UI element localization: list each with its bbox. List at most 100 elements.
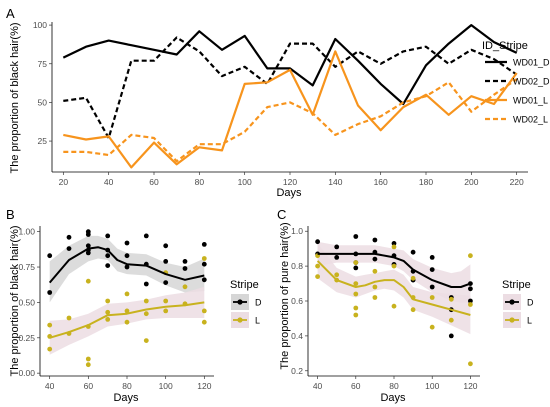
panel-b-y-tick-label: 1.00 — [18, 227, 35, 237]
panel-c-point-d — [429, 267, 435, 272]
panel-c-legend-label: D — [527, 298, 534, 308]
panel-b-point-l — [85, 356, 91, 362]
panel-c-point-l — [468, 302, 473, 307]
panel-c-point-l — [468, 361, 473, 367]
panel-b-point-d — [105, 233, 111, 239]
panel-a-line-wd02-d — [63, 36, 518, 140]
panel-b-point-d — [105, 263, 111, 268]
panel-b-point-d — [66, 246, 72, 252]
panel-c-x-tick-label: 80 — [389, 381, 399, 391]
panel-c-x-tick-label: 100 — [425, 381, 439, 391]
panel-b-point-d — [47, 253, 53, 259]
panel-b-point-d — [201, 277, 207, 283]
panel-c-points-and-fits — [315, 234, 473, 367]
panel-b-x-tick-label: 40 — [45, 381, 55, 391]
panel-a-x-tick-label: 60 — [149, 177, 159, 187]
panel-b-point-l — [163, 308, 169, 314]
panel-c-point-d — [468, 298, 473, 304]
panel-c-point-l — [391, 263, 397, 269]
panel-b-point-l — [143, 311, 149, 317]
panel-c-point-l — [315, 263, 320, 269]
panel-c-point-d — [334, 244, 340, 250]
panel-c-letter: C — [277, 207, 286, 222]
panel-b: B The proportion of black hair(%) Days 4… — [6, 207, 262, 404]
panel-a-x-tick-label: 40 — [104, 177, 114, 187]
panel-c-y-tick-label: 1.0 — [291, 226, 303, 236]
panel-a-y-tick-label: 50 — [38, 97, 48, 107]
panel-b-point-l — [124, 308, 130, 314]
panel-c-point-l — [391, 303, 397, 309]
panel-c-y-tick-label: 0.8 — [291, 261, 303, 271]
panel-a-y-tick-label: 75 — [38, 59, 48, 69]
panel-b-point-l — [105, 309, 111, 315]
panel-b-point-d — [85, 243, 91, 249]
panel-b-point-d — [182, 259, 188, 264]
panel-c-point-l — [410, 307, 416, 313]
panel-a-legend-label: WD02_D — [513, 77, 550, 87]
panel-a-line-wd01-l — [63, 50, 518, 169]
panel-b-y-tick-label: 0.25 — [18, 333, 35, 343]
panel-a-legend-items: WD01_D WD02_D WD01_L WD02_L — [485, 58, 550, 125]
panel-a-line-wd01-d — [62, 24, 518, 106]
panel-b-point-d — [163, 280, 169, 285]
panel-c-point-d — [410, 249, 416, 255]
panel-b-point-d — [143, 281, 149, 287]
panel-c-point-l — [353, 291, 359, 297]
panel-b-axes: 40 60 80 100 120 0.00 0.25 0.50 0.75 1.00 — [18, 226, 214, 391]
panel-b-point-d — [163, 259, 169, 264]
panel-b-point-l — [124, 291, 130, 297]
panel-a-y-tick-label: 25 — [38, 136, 48, 146]
panel-c-point-l — [372, 268, 378, 274]
panel-c-point-l — [468, 253, 473, 259]
panel-a-y-tick-label: 100 — [33, 20, 47, 30]
panel-a-x-tick-label: 120 — [283, 177, 297, 187]
panel-b-y-tick-label: 0.75 — [18, 262, 35, 272]
panel-b-point-l — [143, 338, 149, 343]
panel-b-point-d — [47, 290, 53, 295]
panel-c-legend-items: DL — [503, 294, 534, 328]
panel-b-legend-items: DL — [231, 294, 262, 328]
panel-b-fit-d — [48, 246, 205, 284]
panel-a-x-tick-label: 20 — [59, 177, 69, 187]
panel-b-point-d — [66, 234, 72, 240]
panel-b-point-l — [143, 298, 149, 304]
panel-a-letter: A — [6, 6, 15, 21]
panel-c-point-l — [372, 295, 378, 300]
panel-a-legend-title: ID_Stripe — [482, 40, 528, 52]
panel-b-point-l — [201, 319, 207, 325]
panel-a-axes: 20 40 60 80 100 120 140 160 180 200 220 25 50 75 100 — [33, 20, 528, 187]
panel-c-point-l — [391, 244, 397, 250]
panel-b-point-l — [201, 308, 207, 314]
panel-b-legend-label: L — [255, 316, 260, 326]
panel-c-point-d — [315, 239, 320, 245]
panel-a-lines — [62, 24, 518, 169]
panel-b-point-l — [105, 298, 111, 304]
panel-b-x-tick-label: 60 — [84, 381, 94, 391]
panel-a-legend-label: WD02_L — [513, 115, 548, 125]
panel-c-y-tick-label: 0.2 — [291, 366, 303, 376]
panel-c-point-l — [429, 295, 435, 300]
panel-c-y-tick-label: 0.4 — [291, 331, 303, 341]
panel-a-y-label: The proportion of black hair(%) — [9, 22, 21, 173]
panel-c-x-tick-label: 60 — [351, 381, 361, 391]
panel-b-point-d — [201, 261, 207, 267]
panel-c-point-d — [391, 241, 397, 246]
panel-c-x-label: Days — [380, 392, 406, 404]
panel-b-point-l — [163, 298, 169, 304]
panel-c-point-l — [353, 305, 359, 311]
panel-b-point-l — [124, 319, 130, 325]
panel-a-x-tick-label: 220 — [510, 177, 524, 187]
panel-a-x-tick-label: 100 — [238, 177, 252, 187]
panel-c-legend-title: Stripe — [502, 279, 531, 291]
panel-c-point-l — [410, 275, 416, 281]
panel-a-legend-label: WD01_D — [513, 58, 550, 68]
panel-c-point-l — [429, 324, 435, 330]
panel-c-point-l — [353, 312, 359, 318]
panel-b-legend-key-dot — [237, 317, 243, 323]
panel-c-point-l — [353, 281, 359, 286]
panel-c-point-d — [429, 255, 435, 260]
panel-b-point-l — [201, 256, 207, 261]
panel-a-x-tick-label: 200 — [464, 177, 478, 187]
panel-a-x-tick-label: 160 — [374, 177, 388, 187]
